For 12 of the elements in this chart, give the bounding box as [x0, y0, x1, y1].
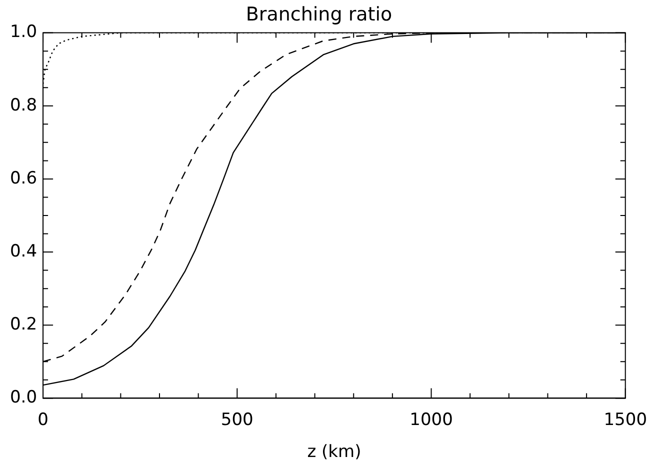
y-tick-label: 0.4	[10, 241, 38, 262]
x-tick-label: 1500	[604, 410, 647, 430]
x-tick-label: 0	[38, 410, 48, 430]
y-tick-label: 1.0	[10, 22, 38, 42]
y-tick-label: 0.0	[10, 388, 38, 408]
y-tick-label: 0.8	[10, 95, 38, 116]
chart-title: Branching ratio	[246, 3, 392, 26]
x-tick-label: 500	[220, 410, 254, 430]
x-tick-label: 1000	[410, 410, 453, 430]
y-tick-label: 0.2	[10, 314, 38, 335]
x-axis-title: z (km)	[307, 442, 362, 462]
y-tick-label: 0.6	[10, 168, 38, 188]
